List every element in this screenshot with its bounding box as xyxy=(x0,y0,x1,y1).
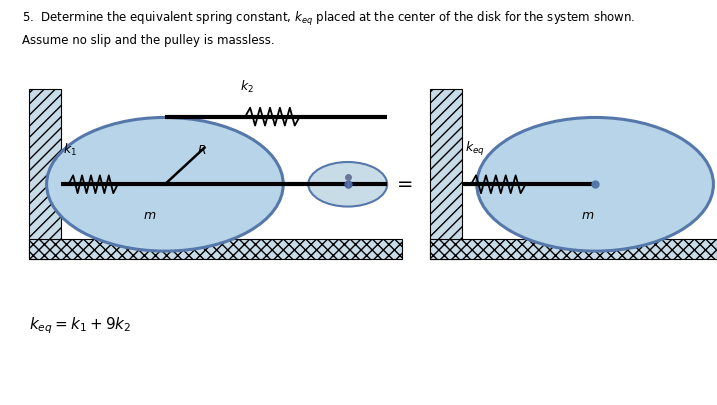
Circle shape xyxy=(477,117,713,251)
Text: 5.  Determine the equivalent spring constant, $k_{eq}$ placed at the center of t: 5. Determine the equivalent spring const… xyxy=(22,10,635,28)
Text: $R$: $R$ xyxy=(197,144,206,157)
Text: $k_2$: $k_2$ xyxy=(240,79,255,95)
Text: =: = xyxy=(397,175,414,194)
Text: Assume no slip and the pulley is massless.: Assume no slip and the pulley is massles… xyxy=(22,34,274,47)
Bar xyxy=(430,239,717,259)
Circle shape xyxy=(47,117,283,251)
Bar xyxy=(430,89,462,259)
Text: $m$: $m$ xyxy=(581,209,594,222)
Text: $m$: $m$ xyxy=(143,209,157,222)
Text: $k_1$: $k_1$ xyxy=(63,142,77,158)
Circle shape xyxy=(308,162,387,207)
Bar xyxy=(29,239,402,259)
Bar xyxy=(29,89,61,259)
Text: $k_{eq}$: $k_{eq}$ xyxy=(465,140,485,158)
Text: $k_{eq} = k_1 + 9k_2$: $k_{eq} = k_1 + 9k_2$ xyxy=(29,316,131,337)
